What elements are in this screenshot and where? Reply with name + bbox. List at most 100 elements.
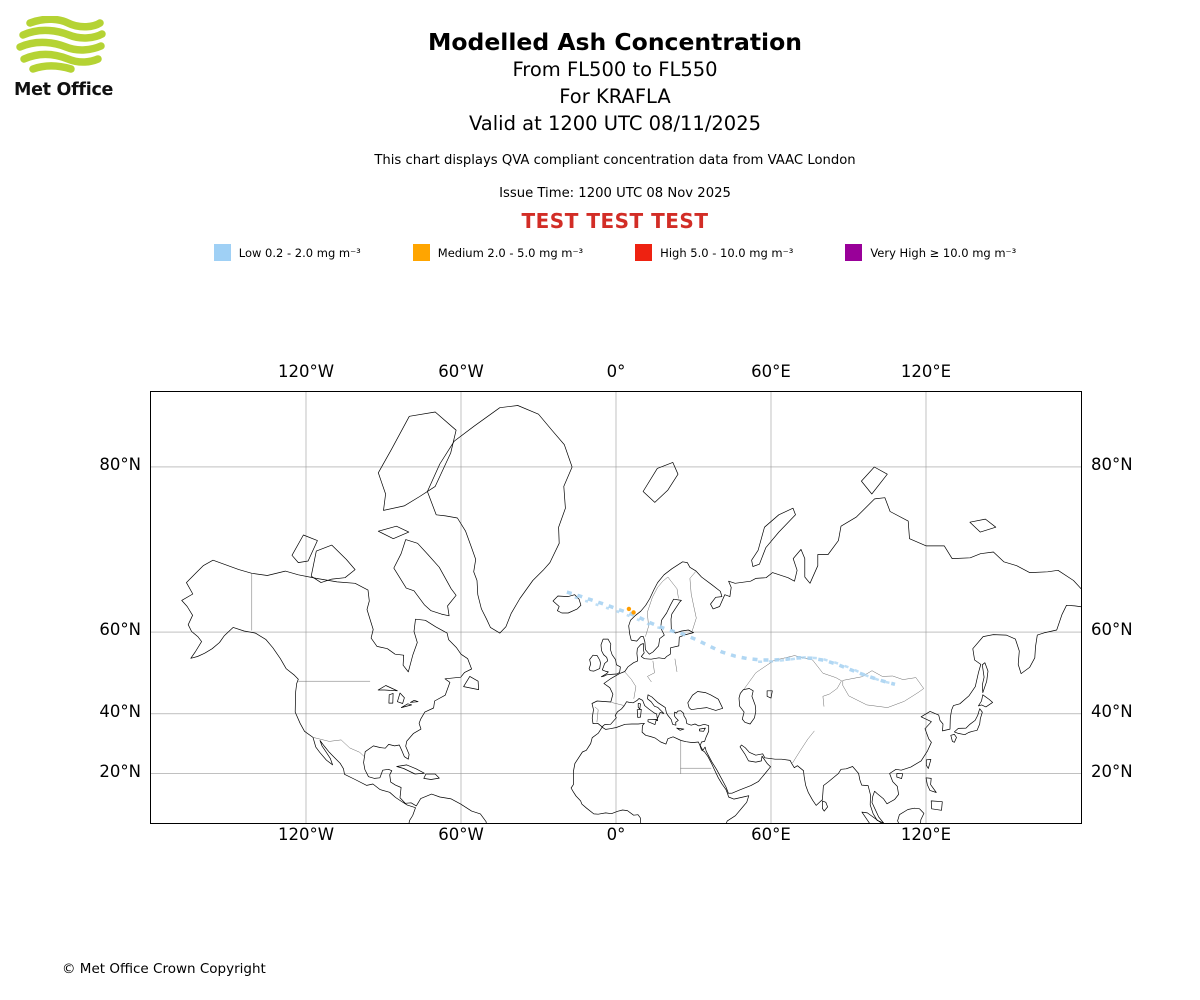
country-border	[674, 658, 678, 672]
test-banner: TEST TEST TEST	[521, 209, 709, 233]
coastline	[981, 662, 989, 693]
met-office-wordmark: Met Office	[14, 80, 114, 100]
coastline	[570, 722, 750, 823]
country-border	[842, 670, 925, 708]
y-tick-left-40n: 40°N	[99, 701, 141, 721]
coastline	[751, 507, 796, 567]
coastline	[396, 764, 425, 775]
x-tick-bottom-120e: 120°E	[900, 825, 952, 844]
country-border	[792, 730, 815, 764]
coastline	[427, 405, 573, 634]
issue-time: Issue Time: 1200 UTC 08 Nov 2025	[499, 186, 731, 201]
y-tick-right-80n: 80°N	[1091, 454, 1133, 474]
coastline	[699, 727, 706, 732]
coastline	[423, 773, 440, 780]
country-border	[645, 576, 669, 637]
coastline	[463, 676, 479, 690]
x-tick-bottom-60w: 60°W	[438, 825, 484, 844]
map-panel: 120°W 60°W 0° 60°E 120°E 120°W 60°W 0° 6…	[99, 362, 1132, 844]
met-office-waves-icon	[16, 15, 106, 73]
y-tick-left-20n: 20°N	[99, 761, 141, 781]
coastline	[954, 708, 983, 736]
coastline	[397, 692, 405, 704]
ash-plume-low-tail	[758, 656, 893, 685]
coastline	[388, 693, 394, 704]
country-border	[313, 737, 366, 758]
coastline	[738, 688, 757, 725]
coastline	[600, 638, 621, 678]
coastline	[978, 694, 993, 708]
coastline	[410, 699, 419, 703]
legend-item-medium: Medium 2.0 - 5.0 mg m⁻³	[412, 244, 584, 261]
coastline	[377, 411, 457, 511]
coastline	[377, 525, 410, 540]
coastline	[552, 594, 582, 614]
y-tick-right-40n: 40°N	[1091, 701, 1133, 721]
valid-time-subtitle: Valid at 1200 UTC 08/11/2025	[468, 112, 762, 135]
x-tick-bottom-0: 0°	[606, 825, 626, 844]
low-swatch	[213, 244, 231, 261]
country-border	[624, 671, 637, 699]
coastline	[822, 800, 828, 812]
ash-plume-medium-cell	[626, 606, 632, 612]
crown-copyright: © Met Office Crown Copyright	[62, 961, 266, 977]
x-tick-top-0: 0°	[606, 362, 626, 381]
coastline	[642, 462, 679, 503]
legend-item-low: Low 0.2 - 2.0 mg m⁻³	[213, 244, 361, 261]
y-tick-right-60n: 60°N	[1091, 620, 1133, 640]
coastline	[687, 691, 724, 711]
x-tick-top-120e: 120°E	[900, 362, 952, 381]
chart-header: Modelled Ash Concentration From FL500 to…	[150, 28, 1080, 233]
qva-description: This chart displays QVA compliant concen…	[374, 153, 856, 168]
coastline	[393, 539, 457, 617]
country-border	[647, 660, 655, 683]
coastline	[591, 497, 1081, 823]
ash-plume-medium-cell	[631, 610, 636, 615]
x-tick-bottom-60e: 60°E	[751, 825, 791, 844]
coastline	[930, 800, 943, 811]
coastline	[897, 807, 925, 823]
x-tick-top-120w: 120°W	[277, 362, 335, 381]
country-border	[594, 706, 599, 723]
high-swatch	[635, 244, 653, 261]
coastline	[950, 734, 957, 743]
country-border	[667, 576, 679, 599]
x-tick-top-60e: 60°E	[751, 362, 791, 381]
flight-level-subtitle: From FL500 to FL550	[512, 58, 718, 81]
country-border	[611, 702, 625, 706]
page-title: Modelled Ash Concentration	[428, 28, 802, 56]
y-tick-right-20n: 20°N	[1091, 761, 1133, 781]
very-high-label: Very High ≥ 10.0 mg m⁻³	[870, 245, 1017, 260]
world-map-canvas	[151, 392, 1081, 823]
x-tick-bottom-120w: 120°W	[277, 825, 335, 844]
coastline	[925, 777, 937, 793]
coastline	[636, 709, 642, 718]
coastline	[588, 654, 601, 672]
coastline	[766, 690, 773, 699]
coastline	[676, 727, 685, 731]
coastline	[925, 759, 932, 769]
high-label: High 5.0 - 10.0 mg m⁻³	[660, 245, 794, 260]
concentration-legend: Low 0.2 - 2.0 mg m⁻³ Medium 2.0 - 5.0 mg…	[150, 244, 1080, 261]
coastline	[310, 544, 356, 583]
medium-label: Medium 2.0 - 5.0 mg m⁻³	[437, 245, 584, 260]
coastline	[861, 811, 882, 823]
met-office-logo: Met Office	[14, 15, 134, 100]
coastline	[896, 773, 904, 779]
country-border	[822, 680, 842, 707]
legend-item-very-high: Very High ≥ 10.0 mg m⁻³	[845, 244, 1016, 261]
medium-swatch	[412, 244, 430, 261]
coastline	[647, 719, 657, 725]
coastline	[969, 518, 997, 533]
low-label: Low 0.2 - 2.0 mg m⁻³	[238, 245, 361, 260]
country-border	[689, 570, 697, 632]
coastline	[181, 559, 487, 823]
coastline	[637, 703, 641, 710]
coastline	[291, 534, 318, 563]
legend-item-high: High 5.0 - 10.0 mg m⁻³	[635, 244, 793, 261]
y-tick-left-80n: 80°N	[99, 454, 141, 474]
x-tick-top-60w: 60°W	[438, 362, 484, 381]
coastline	[400, 703, 413, 708]
y-tick-left-60n: 60°N	[99, 620, 141, 640]
coastline	[377, 685, 398, 692]
